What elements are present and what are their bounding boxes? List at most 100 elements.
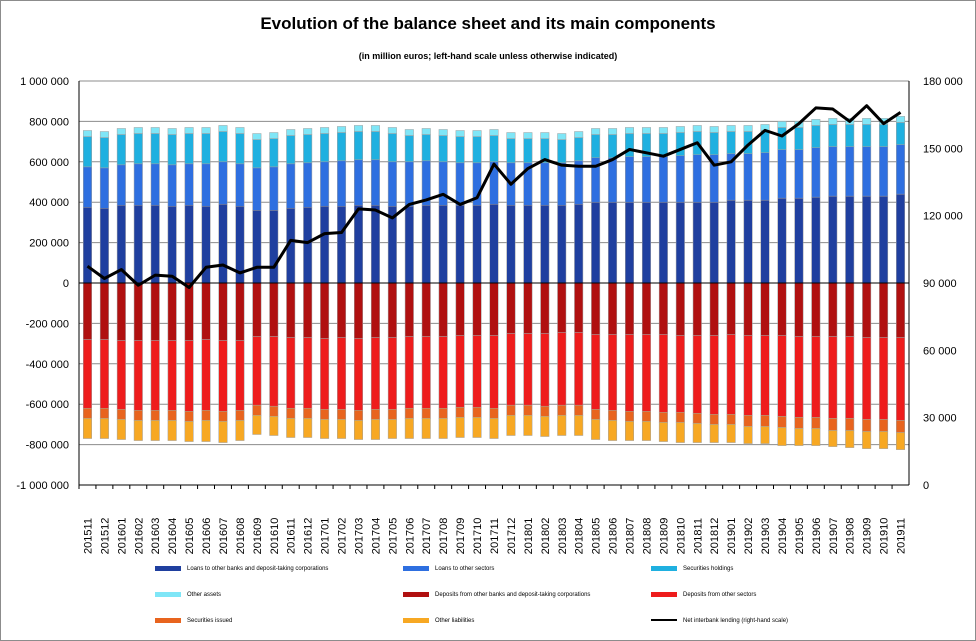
left-tick-label: -600 000 <box>26 399 69 411</box>
bar-segment <box>608 410 618 421</box>
bar-segment <box>743 199 753 284</box>
bar-segment <box>658 282 668 335</box>
left-tick-label: 1 000 000 <box>20 76 69 88</box>
bar-segment <box>201 339 211 411</box>
bar-segment <box>489 407 499 419</box>
bar-segment <box>218 340 228 412</box>
bar-segment <box>692 335 702 414</box>
bar-segment <box>133 340 143 411</box>
bar-segment <box>574 131 584 138</box>
left-tick-label: 200 000 <box>29 238 69 250</box>
bar-segment <box>133 127 143 134</box>
category-label: 201807 <box>625 518 637 555</box>
bar-segment <box>354 410 363 421</box>
bar-segment <box>99 282 109 340</box>
category-label: 201809 <box>658 518 670 555</box>
category-label: 201601 <box>116 518 128 555</box>
bar-segment <box>455 204 465 284</box>
right-tick-label: 120 000 <box>923 211 963 223</box>
bar-segment <box>574 137 584 162</box>
bar-segment <box>438 336 448 409</box>
bar-segment <box>862 431 872 449</box>
bar-segment <box>167 205 177 284</box>
bar-segment <box>387 127 397 134</box>
bar-segment <box>201 127 211 134</box>
bar-segment <box>777 282 787 336</box>
bar-segment <box>286 129 296 136</box>
bar-segment <box>133 410 143 421</box>
bar-segment <box>354 204 363 284</box>
category-label: 201612 <box>303 518 315 555</box>
bar-segment <box>540 162 550 206</box>
bar-segment <box>828 146 838 197</box>
bar-segment <box>845 336 855 419</box>
bar-segment <box>404 135 414 163</box>
category-label: 201610 <box>269 518 281 555</box>
net-interbank-line <box>86 104 902 289</box>
bar-segment <box>235 133 245 165</box>
bar-segment <box>608 201 618 284</box>
bar-segment <box>252 139 262 169</box>
bar-segment <box>82 207 92 284</box>
bar-segment <box>811 147 821 198</box>
bar-segment <box>879 282 889 338</box>
bar-segment <box>862 419 872 432</box>
bar-segment <box>167 340 177 411</box>
bar-segment <box>404 161 414 207</box>
category-label: 201605 <box>184 518 196 555</box>
legend-label: Net interbank lending (right-hand scale) <box>683 618 788 624</box>
bar-segment <box>828 336 838 419</box>
bar-segment <box>557 404 567 416</box>
right-tick-label: 150 000 <box>923 143 963 155</box>
bar-segment <box>641 421 651 441</box>
bar-segment <box>794 127 804 150</box>
left-tick-label: -400 000 <box>26 359 69 371</box>
bar-segment <box>608 128 618 135</box>
bar-segment <box>692 423 702 443</box>
bar-segment <box>523 415 533 436</box>
bar-segment <box>540 405 550 417</box>
bar-segment <box>303 337 313 409</box>
bar-segment <box>675 126 685 133</box>
bar-segment <box>99 131 109 138</box>
bar-segment <box>404 418 414 439</box>
bar-segment <box>421 418 431 439</box>
bar-segment <box>387 409 397 420</box>
bar-segment <box>506 282 516 334</box>
bar-segment <box>286 163 296 209</box>
bar-segment <box>82 418 92 439</box>
bar-segment <box>489 135 499 163</box>
bar-segment <box>625 282 634 335</box>
bar-segment <box>489 129 499 136</box>
bar-segment <box>658 422 668 442</box>
bar-segment <box>811 428 821 446</box>
bar-segment <box>658 412 668 423</box>
legend-label: Deposits from other banks and deposit-ta… <box>435 592 590 598</box>
bar-segment <box>235 282 245 341</box>
left-tick-label: -200 000 <box>26 318 69 330</box>
bar-segment <box>218 161 228 205</box>
bar-segment <box>252 404 262 416</box>
bar-segment <box>337 205 347 284</box>
bar-segment <box>760 335 770 416</box>
category-label: 201703 <box>353 518 365 555</box>
category-label: 201708 <box>438 518 450 555</box>
bar-segment <box>269 166 279 211</box>
bar-segment <box>286 337 296 409</box>
category-label: 201810 <box>675 518 687 555</box>
bar-segment <box>455 130 465 137</box>
bar-segment <box>794 197 804 284</box>
bar-segment <box>303 128 313 135</box>
bar-segment <box>167 282 177 341</box>
bar-segment <box>557 282 567 333</box>
category-label: 201707 <box>421 518 433 555</box>
bar-segment <box>794 428 804 446</box>
bar-segment <box>777 335 787 417</box>
category-label: 201702 <box>337 518 349 555</box>
bar-segment <box>591 134 601 159</box>
bar-segment <box>591 282 601 335</box>
bar-segment <box>370 204 380 284</box>
bar-segment <box>269 138 279 168</box>
bar-segment <box>320 338 330 410</box>
